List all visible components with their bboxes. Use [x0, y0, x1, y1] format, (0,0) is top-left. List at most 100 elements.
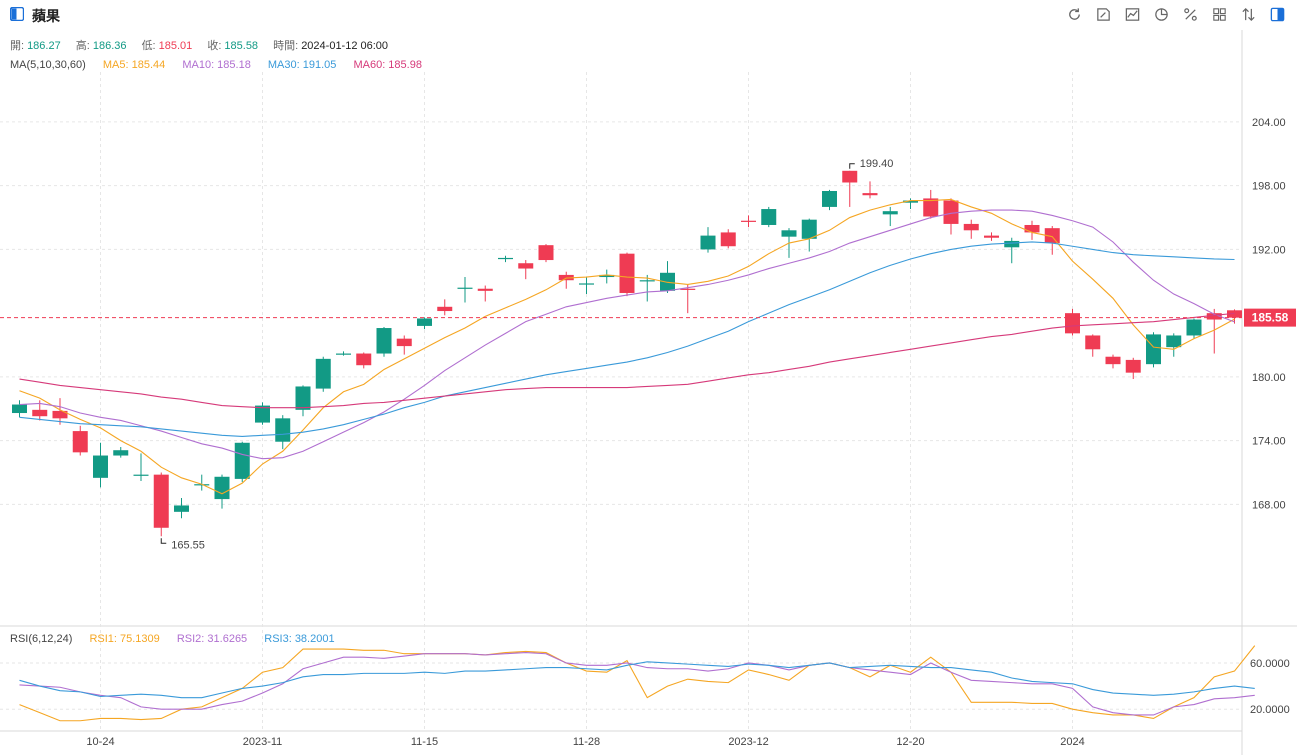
- open-value: 186.27: [27, 40, 61, 52]
- candle-body: [93, 455, 108, 478]
- candle-body: [639, 280, 655, 282]
- ma-line-ma30: [19, 241, 1235, 437]
- candle-body: [457, 287, 473, 289]
- candle-body: [923, 198, 939, 217]
- candle-body: [417, 318, 432, 326]
- candle-body: [376, 328, 392, 354]
- candle-body: [741, 220, 756, 222]
- candle-body: [781, 230, 797, 237]
- candle-body: [1125, 359, 1141, 373]
- time-tick-label: 2023-11: [243, 736, 283, 748]
- low-label: 低:: [141, 40, 156, 52]
- stock-title: 蘋果: [32, 8, 60, 24]
- candle-body: [1206, 313, 1222, 320]
- rsi2-legend: RSI2: 31.6265: [176, 633, 248, 645]
- ma5-legend: MA5: 185.44: [102, 59, 166, 71]
- candle-body: [437, 306, 453, 312]
- percent-icon[interactable]: [1181, 5, 1200, 24]
- draw-line-icon[interactable]: [1094, 5, 1113, 24]
- candle-body: [72, 431, 88, 453]
- candle-body: [619, 253, 635, 293]
- candle-body: [579, 283, 594, 285]
- candle-body: [761, 209, 777, 225]
- candle-body: [477, 288, 493, 291]
- candle-body: [538, 245, 554, 261]
- candle-body: [822, 190, 837, 207]
- candle-body: [214, 476, 230, 500]
- low-value: 185.01: [158, 40, 193, 52]
- candle-body: [1085, 335, 1101, 350]
- open-label: 開:: [10, 40, 25, 52]
- low-marker: [160, 538, 167, 544]
- candle-body: [1065, 313, 1080, 334]
- candle-body: [234, 442, 250, 479]
- chart-type-icon[interactable]: [1123, 5, 1142, 24]
- rsi3-legend: RSI3: 38.2001: [264, 633, 335, 645]
- grid-icon[interactable]: [1210, 5, 1229, 24]
- rsi-line-rsi3: [19, 661, 1255, 699]
- high-marker: [849, 163, 855, 169]
- candle-body: [1004, 240, 1020, 248]
- candle-body: [599, 274, 615, 278]
- candle-body: [1105, 356, 1121, 365]
- price-tick-label: 180.00: [1252, 372, 1286, 384]
- candle-body: [12, 404, 27, 414]
- price-tick-label: 192.00: [1252, 244, 1286, 256]
- price-tick-label: 174.00: [1252, 436, 1286, 448]
- rsi-legend: RSI(6,12,24) RSI1: 75.1309 RSI2: 31.6265…: [10, 633, 335, 645]
- candle-body: [336, 353, 351, 355]
- ma10-legend: MA10: 185.18: [182, 59, 251, 71]
- candle-body: [174, 505, 189, 512]
- ma30-legend: MA30: 191.05: [267, 59, 337, 71]
- candle-body: [133, 474, 149, 476]
- ma60-legend: MA60: 185.98: [353, 59, 422, 71]
- time-tick-label: 2023-12: [728, 736, 768, 748]
- candle-body: [720, 232, 736, 247]
- high-annotation: 199.40: [860, 158, 894, 170]
- candle-body: [984, 235, 999, 238]
- high-label: 高:: [75, 40, 90, 52]
- candle-body: [700, 235, 716, 250]
- app-logo-icon: [9, 6, 25, 22]
- refresh-icon[interactable]: [1065, 5, 1084, 24]
- candle-body: [1227, 310, 1242, 318]
- current-price-label: 185.58: [1252, 311, 1289, 325]
- candle-body: [1024, 224, 1040, 233]
- rsi-tick-label: 60.0000: [1250, 658, 1290, 670]
- candle-body: [842, 170, 858, 183]
- price-tick-label: 204.00: [1252, 117, 1286, 129]
- rsi-line-rsi1: [19, 645, 1256, 722]
- close-label: 收:: [207, 40, 222, 52]
- time-tick-label: 11-28: [573, 736, 600, 748]
- low-annotation: 165.55: [171, 539, 205, 551]
- time-tick-label: 11-15: [411, 736, 438, 748]
- split-view-icon[interactable]: [1268, 5, 1287, 24]
- pie-chart-icon[interactable]: [1152, 5, 1171, 24]
- candle-body: [153, 474, 169, 528]
- high-value: 186.36: [92, 40, 127, 52]
- candle-body: [943, 200, 959, 224]
- close-value: 185.58: [224, 40, 259, 52]
- price-tick-label: 198.00: [1252, 181, 1286, 193]
- price-tick-label: 168.00: [1252, 499, 1286, 511]
- candle-body: [882, 211, 898, 215]
- candle-body: [315, 358, 331, 389]
- ma-line-ma60: [19, 312, 1235, 409]
- time-tick-label: 12-20: [896, 736, 924, 748]
- ma-legend: MA(5,10,30,60) MA5: 185.44 MA10: 185.18 …: [10, 59, 425, 71]
- candle-body: [255, 405, 270, 423]
- candle-body: [862, 193, 878, 196]
- time-tick-label: 10-24: [86, 736, 114, 748]
- candle-body: [295, 386, 311, 410]
- sort-icon[interactable]: [1239, 5, 1258, 24]
- ma-line-ma5: [19, 198, 1235, 495]
- time-label: 時間:: [273, 40, 299, 52]
- rsi-legend-label: RSI(6,12,24): [10, 633, 73, 645]
- candle-body: [275, 418, 291, 442]
- candle-body: [32, 409, 48, 417]
- candle-body: [680, 288, 696, 290]
- chart-header: 蘋果: [0, 0, 1297, 30]
- candle-body: [1044, 228, 1060, 244]
- candle-body: [1166, 335, 1182, 348]
